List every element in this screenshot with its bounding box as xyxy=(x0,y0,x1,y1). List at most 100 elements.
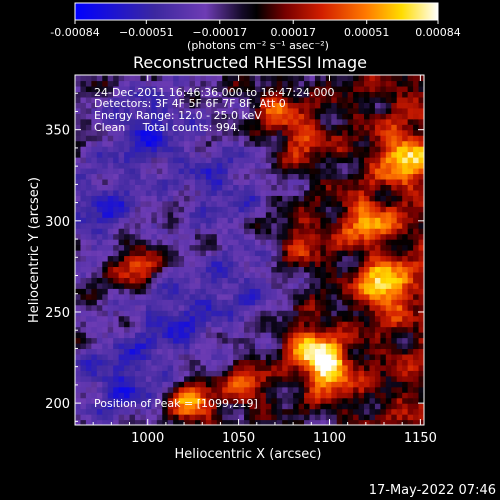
heatmap-cell xyxy=(124,277,131,284)
heatmap-cell xyxy=(85,332,92,339)
heatmap-cell xyxy=(320,80,327,87)
heatmap-cell xyxy=(336,310,343,317)
heatmap-cell xyxy=(205,282,212,289)
heatmap-cell xyxy=(385,321,392,328)
heatmap-cell xyxy=(211,244,218,251)
heatmap-cell xyxy=(124,173,131,180)
heatmap-cell xyxy=(304,239,311,246)
heatmap-cell xyxy=(342,195,349,202)
heatmap-cell xyxy=(407,250,414,257)
heatmap-cell xyxy=(211,326,218,333)
heatmap-cell xyxy=(320,332,327,339)
heatmap-cell xyxy=(298,233,305,240)
heatmap-cell xyxy=(75,266,82,273)
heatmap-cell xyxy=(353,151,360,158)
heatmap-cell xyxy=(222,381,229,388)
heatmap-cell xyxy=(276,200,283,207)
heatmap-cell xyxy=(124,239,131,246)
heatmap-cell xyxy=(216,167,223,175)
heatmap-cell xyxy=(265,293,272,300)
heatmap-cell xyxy=(238,184,245,191)
heatmap-cell xyxy=(129,113,136,120)
heatmap-cell xyxy=(189,321,196,328)
heatmap-cell xyxy=(102,277,109,284)
heatmap-cell xyxy=(298,107,305,114)
heatmap-cell xyxy=(413,135,420,142)
heatmap-cell xyxy=(129,310,136,317)
heatmap-cell xyxy=(167,359,174,366)
heatmap-cell xyxy=(396,107,403,114)
heatmap-cell xyxy=(265,250,272,257)
heatmap-cell xyxy=(102,397,109,404)
heatmap-cell xyxy=(309,310,316,317)
heatmap-cell xyxy=(364,239,371,246)
heatmap-cell xyxy=(216,118,223,125)
heatmap-cell xyxy=(418,310,424,317)
heatmap-cell xyxy=(222,326,229,333)
heatmap-cell xyxy=(156,381,163,388)
heatmap-cell xyxy=(396,310,403,317)
heatmap-cell xyxy=(80,293,87,300)
heatmap-cell xyxy=(233,364,240,371)
heatmap-cell xyxy=(282,277,289,284)
heatmap-cell xyxy=(118,282,125,289)
heatmap-cell xyxy=(233,228,240,235)
heatmap-cell xyxy=(282,157,289,164)
heatmap-cell xyxy=(358,135,365,142)
heatmap-cell xyxy=(347,310,354,317)
heatmap-cell xyxy=(336,359,343,366)
heatmap-cell xyxy=(238,304,245,311)
heatmap-cell xyxy=(304,293,311,300)
heatmap-cell xyxy=(91,386,98,393)
heatmap-cell xyxy=(380,386,387,393)
heatmap-cell xyxy=(178,277,185,284)
heatmap-cell xyxy=(113,255,120,262)
heatmap-cell xyxy=(244,80,251,87)
heatmap-cell xyxy=(194,293,202,300)
heatmap-cell xyxy=(385,200,392,207)
heatmap-cell xyxy=(244,135,251,142)
heatmap-cell xyxy=(75,414,82,421)
heatmap-cell xyxy=(309,282,316,289)
heatmap-cell xyxy=(151,228,158,235)
heatmap-cell xyxy=(91,381,98,388)
heatmap-cell xyxy=(314,233,321,240)
heatmap-cell xyxy=(80,239,87,246)
heatmap-cell xyxy=(265,348,272,355)
heatmap-cell xyxy=(233,113,240,120)
heatmap-cell xyxy=(314,75,321,82)
heatmap-cell xyxy=(369,332,376,339)
heatmap-cell xyxy=(304,135,311,142)
heatmap-cell xyxy=(396,80,403,87)
heatmap-cell xyxy=(342,386,349,393)
heatmap-cell xyxy=(336,342,343,350)
heatmap-cell xyxy=(227,419,234,425)
heatmap-cell xyxy=(353,381,360,388)
heatmap-cell xyxy=(205,228,212,235)
heatmap-cell xyxy=(156,332,163,339)
heatmap-cell xyxy=(276,293,283,300)
heatmap-cell xyxy=(320,250,327,257)
heatmap-cell xyxy=(227,403,234,410)
heatmap-cell xyxy=(396,140,403,147)
heatmap-cell xyxy=(265,200,272,207)
heatmap-cell xyxy=(325,315,332,322)
heatmap-cell xyxy=(249,310,256,317)
heatmap-cell xyxy=(85,255,92,262)
heatmap-cell xyxy=(254,342,261,350)
heatmap-cell xyxy=(407,353,414,360)
heatmap-cell xyxy=(265,337,272,344)
heatmap-cell xyxy=(96,381,103,388)
heatmap-cell xyxy=(304,255,311,262)
heatmap-cell xyxy=(358,146,365,153)
heatmap-cell xyxy=(227,129,234,136)
heatmap-cell xyxy=(184,124,191,131)
heatmap-cell xyxy=(85,217,92,224)
heatmap-cell xyxy=(413,184,420,191)
heatmap-cell xyxy=(325,184,332,191)
heatmap-cell xyxy=(282,271,289,278)
heatmap-cell xyxy=(151,337,158,344)
heatmap-cell xyxy=(413,217,420,224)
heatmap-cell xyxy=(254,146,261,153)
heatmap-cell xyxy=(293,228,300,235)
